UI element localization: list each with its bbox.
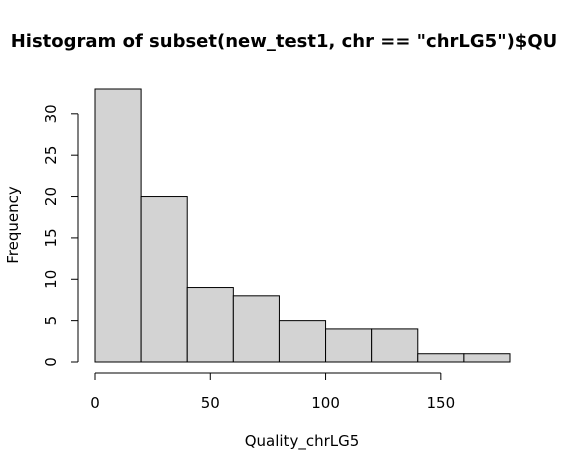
chart-title: Histogram of subset(new_test1, chr == "c… [11, 31, 558, 52]
histogram-bar-0 [94, 88, 142, 363]
y-tick-label-0: 0 [42, 357, 60, 367]
histogram-bar-3 [232, 295, 280, 363]
x-axis-label: Quality_chrLG5 [245, 432, 360, 451]
y-tick-label-20: 20 [42, 187, 60, 206]
x-axis: 0 50 100 150 [90, 372, 456, 412]
histogram-bar-8 [463, 353, 511, 363]
x-tick-label-150: 150 [427, 394, 456, 412]
x-tick-label-0: 0 [90, 394, 100, 412]
y-tick-label-5: 5 [42, 316, 60, 326]
y-tick-label-25: 25 [42, 146, 60, 165]
histogram-bar-5 [325, 328, 373, 363]
histogram-bar-2 [186, 287, 234, 363]
y-axis-label: Frequency [4, 186, 22, 264]
histogram-bar-4 [278, 320, 327, 363]
y-tick-label-30: 30 [42, 104, 60, 123]
y-tick-label-15: 15 [42, 228, 60, 247]
x-tick-label-100: 100 [311, 394, 340, 412]
histogram-bar-1 [140, 196, 188, 363]
y-axis: 0 5 10 15 20 25 30 [42, 104, 79, 367]
y-tick-label-10: 10 [42, 270, 60, 289]
histogram-bars [94, 88, 511, 363]
x-tick-label-50: 50 [201, 394, 220, 412]
histogram-bar-7 [417, 353, 465, 363]
histogram-bar-6 [371, 328, 419, 363]
